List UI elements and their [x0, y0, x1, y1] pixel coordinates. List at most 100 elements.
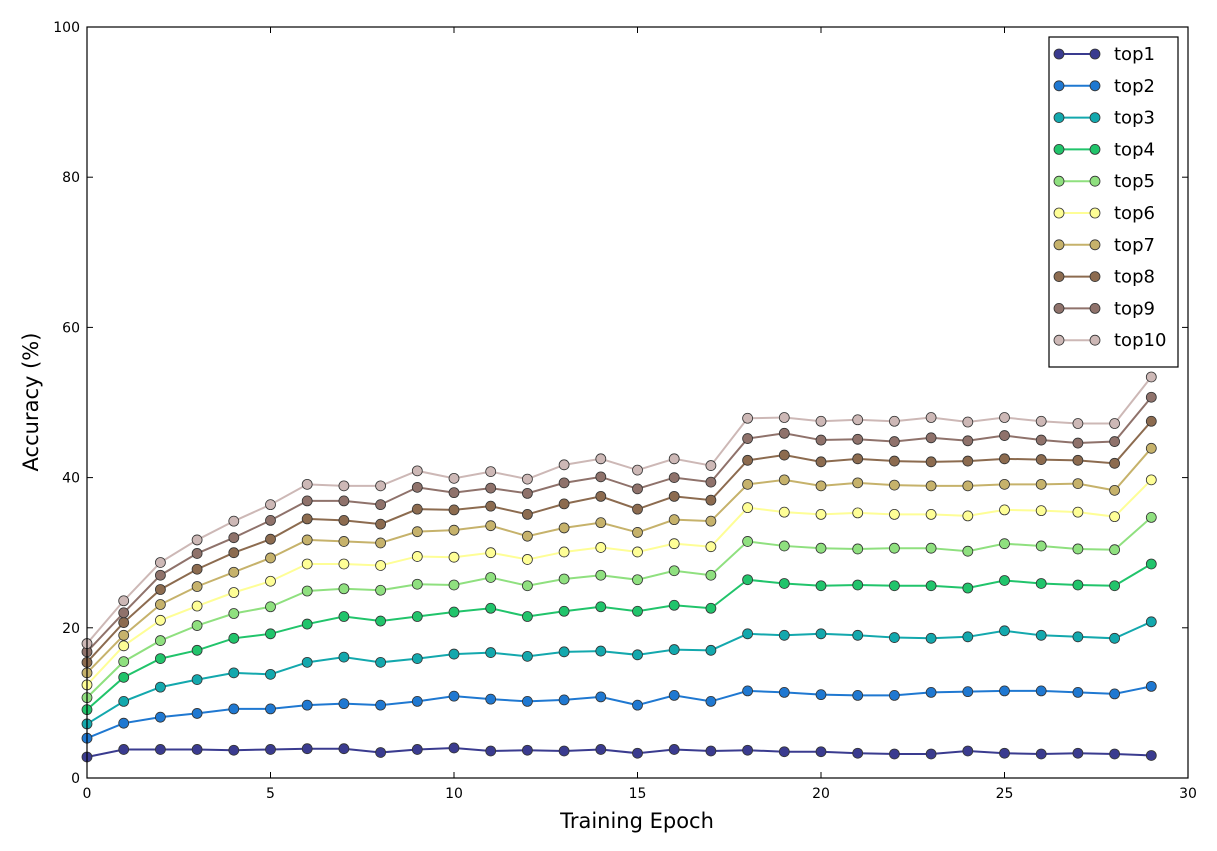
data-point-top5 [375, 584, 387, 596]
data-point-top5 [852, 543, 864, 555]
data-point-top2 [1072, 686, 1084, 698]
series-line-top1 [86, 746, 1152, 758]
data-point-top10 [1072, 418, 1084, 429]
data-point-top3 [154, 681, 166, 693]
plot-frame [86, 26, 1189, 779]
data-point-top1 [889, 748, 900, 760]
data-point-top2 [118, 717, 130, 729]
data-point-top9 [118, 607, 130, 619]
data-point-top6 [228, 587, 240, 598]
data-point-top8 [154, 584, 166, 595]
data-point-top10 [925, 412, 937, 423]
data-point-top6 [1072, 506, 1084, 518]
data-point-top10 [375, 480, 387, 492]
legend-label: top7 [1114, 235, 1155, 256]
data-point-top1 [632, 747, 643, 759]
data-point-top4 [485, 602, 497, 614]
data-point-top10 [852, 414, 864, 426]
data-point-top1 [375, 747, 387, 758]
series-layer [81, 371, 1157, 763]
series-line-top8 [86, 420, 1153, 664]
data-point-top9 [191, 548, 203, 559]
data-point-top5 [1145, 512, 1157, 523]
data-point-top8 [118, 617, 130, 628]
data-point-top9 [448, 487, 460, 499]
data-point-top6 [815, 508, 827, 520]
data-point-top7 [118, 629, 130, 641]
data-point-top5 [925, 542, 937, 554]
data-point-top8 [228, 547, 240, 559]
data-point-top4 [889, 580, 900, 592]
series-top7 [81, 442, 1157, 679]
data-point-top8 [1072, 454, 1084, 466]
data-point-top4 [191, 644, 203, 656]
series-top6 [81, 474, 1157, 691]
data-point-top8 [485, 500, 497, 512]
data-point-top5 [705, 569, 717, 581]
data-point-top1 [595, 744, 607, 755]
data-point-top6 [558, 546, 570, 558]
legend-marker [1053, 207, 1065, 219]
data-point-top7 [778, 474, 790, 486]
data-point-top10 [962, 416, 974, 428]
data-point-top1 [1109, 748, 1120, 760]
data-point-top10 [742, 412, 753, 424]
data-point-top1 [338, 743, 350, 755]
data-point-top10 [411, 465, 423, 477]
y-tick-label: 80 [62, 170, 80, 186]
y-tick-label: 100 [53, 20, 80, 36]
x-tick-label: 15 [629, 786, 647, 802]
legend-item: top4 [1053, 139, 1155, 160]
data-point-top7 [375, 537, 387, 549]
data-point-top1 [118, 744, 130, 755]
data-point-top2 [852, 689, 864, 701]
data-point-top3 [558, 646, 570, 658]
data-point-top6 [301, 558, 313, 570]
data-point-top10 [1145, 371, 1157, 383]
data-point-top3 [778, 629, 790, 641]
data-point-top10 [265, 499, 276, 511]
data-point-top2 [191, 708, 203, 719]
data-point-top5 [448, 579, 460, 591]
data-point-top3 [705, 644, 717, 656]
x-tick-label: 25 [996, 786, 1014, 802]
data-point-top4 [595, 601, 607, 613]
legend-item: top10 [1053, 330, 1166, 351]
series-top1 [81, 742, 1157, 763]
legend-item: top3 [1053, 108, 1155, 129]
data-point-top7 [925, 480, 937, 492]
data-point-top2 [301, 699, 313, 711]
data-point-top9 [154, 569, 166, 581]
data-point-top5 [1072, 543, 1084, 555]
data-point-top5 [815, 542, 827, 554]
data-point-top2 [265, 703, 276, 715]
x-axis-label: Training Epoch [559, 809, 714, 833]
data-point-top9 [852, 433, 864, 445]
legend-marker [1089, 271, 1101, 283]
x-tick-label: 30 [1179, 786, 1197, 802]
data-point-top3 [411, 653, 423, 664]
data-point-top9 [1145, 391, 1157, 403]
data-point-top1 [742, 744, 753, 756]
data-point-top10 [1035, 415, 1047, 427]
y-tick-label: 60 [62, 320, 80, 336]
data-point-top1 [999, 747, 1010, 759]
data-point-top4 [411, 611, 423, 622]
legend-marker [1053, 239, 1065, 251]
data-point-top2 [338, 698, 350, 710]
data-point-top4 [778, 578, 790, 589]
legend-label: top6 [1114, 203, 1155, 224]
data-point-top3 [485, 647, 497, 658]
data-point-top8 [338, 515, 350, 526]
data-point-top10 [338, 480, 350, 492]
data-point-top3 [632, 649, 643, 661]
data-point-top6 [999, 504, 1010, 516]
data-point-top10 [191, 534, 203, 546]
data-point-top7 [962, 480, 974, 492]
data-point-top4 [1109, 580, 1120, 592]
data-point-top7 [595, 517, 607, 529]
data-point-top7 [411, 526, 423, 538]
data-point-top4 [338, 611, 350, 622]
data-point-top2 [1109, 688, 1120, 700]
